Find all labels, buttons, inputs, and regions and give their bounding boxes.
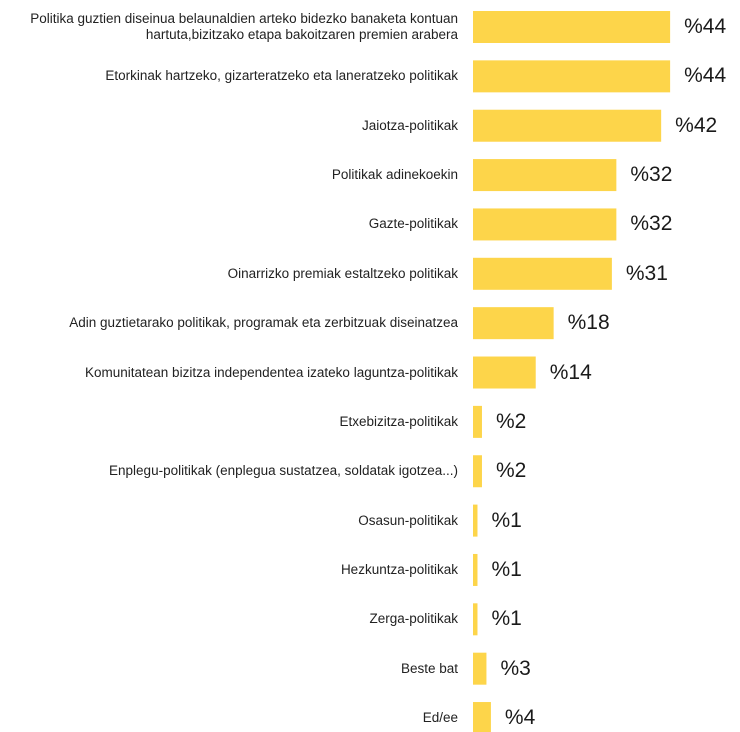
value-label: %32 — [630, 163, 673, 187]
bar — [473, 11, 671, 43]
category-label: Politika guztien diseinua belaunaldien a… — [30, 11, 458, 42]
bar — [473, 60, 671, 93]
bar — [473, 307, 554, 340]
category-label: Gazte-politikak — [368, 216, 458, 232]
value-label: %42 — [675, 113, 718, 137]
value-label: %4 — [504, 706, 536, 730]
category-label: Adin guztietarako politikak, programak e… — [69, 315, 458, 331]
bar — [473, 356, 536, 389]
value-label: %31 — [625, 261, 668, 285]
category-label: Beste bat — [400, 660, 458, 676]
value-label: %18 — [567, 311, 610, 335]
category-label: Oinarrizko premiak estaltzeko politikak — [227, 265, 458, 281]
bar — [473, 159, 617, 192]
category-label: Zerga-politikak — [369, 611, 458, 627]
category-label: Osasun-politikak — [358, 512, 458, 528]
value-label: %1 — [491, 557, 522, 581]
value-label: %32 — [630, 212, 673, 236]
bar — [473, 109, 662, 142]
bar — [473, 603, 478, 636]
category-label: Politikak adinekoekin — [331, 167, 458, 183]
value-label: %44 — [684, 64, 727, 88]
value-label: %2 — [495, 459, 527, 483]
bar — [473, 504, 478, 537]
category-label: Etxebizitza-politikak — [339, 413, 458, 429]
bar — [473, 702, 491, 732]
category-label: Hezkuntza-politikak — [340, 561, 458, 577]
category-label: Enplegu-politikak (enplegua sustatzea, s… — [109, 463, 458, 479]
value-label: %14 — [549, 360, 592, 384]
bar — [473, 208, 617, 241]
bar — [473, 652, 487, 685]
bar — [473, 405, 482, 438]
category-label: Komunitatean bizitza independentea izate… — [85, 364, 458, 380]
category-label: Jaiotza-politikak — [361, 117, 458, 133]
value-label: %3 — [500, 656, 531, 680]
value-label: %1 — [491, 607, 522, 631]
category-label: Ed/ee — [422, 710, 458, 726]
category-label: Etorkinak hartzeko, gizarteratzeko eta l… — [105, 68, 458, 84]
value-label: %2 — [495, 409, 527, 433]
bar — [473, 257, 612, 290]
value-label: %1 — [491, 508, 522, 532]
bar — [473, 455, 482, 488]
value-label: %44 — [684, 15, 727, 38]
bar — [473, 553, 478, 586]
